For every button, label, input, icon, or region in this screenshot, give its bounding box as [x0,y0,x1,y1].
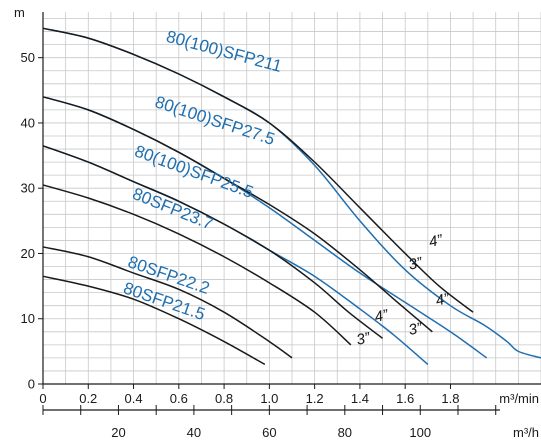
x-tick-label: 1.2 [306,391,324,406]
x2-tick-label: 100 [409,425,431,440]
curve-label: 80(100)SFP27.5 [153,92,278,149]
discharge-size-label: 3” [407,254,425,274]
x-tick-label: 0.4 [125,391,143,406]
series-line-80-100-sfp27-5-3 [42,96,433,333]
y-tick-label: 20 [21,246,35,261]
y-tick-label: 40 [21,115,35,130]
x-tick-label: 0.6 [170,391,188,406]
discharge-size-label: 3” [407,319,425,339]
axes: 0 10 20 30 40 50 m 0 0.2 0.4 0.6 0.8 1.0 1.2 1.4 1.6 1.8… [14,5,541,440]
y-tick-label: 0 [28,377,35,392]
x-tick-label: 1.4 [351,391,369,406]
x2-tick-label: 80 [338,425,352,440]
x-tick-label: 0.8 [215,391,233,406]
x2-tick-label: 40 [187,425,201,440]
x2-tick-label: 60 [262,425,276,440]
y-tick-label: 10 [21,311,35,326]
x2-axis-unit: m³/h [513,425,539,440]
y-axis-unit: m [14,5,25,20]
series-line-80sfp22-2 [42,246,293,359]
series-line-80sfp21-5 [42,275,266,366]
series-lines [42,27,541,366]
y-tick-label: 30 [21,181,35,196]
x2-tick-label: 20 [111,425,125,440]
series-line-80-100-sfp211-3 [42,27,474,313]
series-line-80sfp23-7 [42,184,352,346]
discharge-size-label: 4” [373,306,391,326]
discharge-size-label: 4” [427,231,445,251]
grid [43,12,541,384]
discharge-size-label: 4” [434,290,452,310]
x-tick-label: 1.6 [396,391,414,406]
x-axis-unit: m³/min [499,391,539,406]
y-tick-label: 50 [21,50,35,65]
x-tick-label: 1.8 [441,391,459,406]
curve-label: 80SFP23.7 [130,184,216,233]
series-line-80-100-sfp25-5-3 [42,145,384,339]
x-tick-label: 0 [39,391,46,406]
discharge-size-label: 3” [355,329,373,349]
x-tick-label: 1.0 [260,391,278,406]
x-tick-label: 0.2 [79,391,97,406]
